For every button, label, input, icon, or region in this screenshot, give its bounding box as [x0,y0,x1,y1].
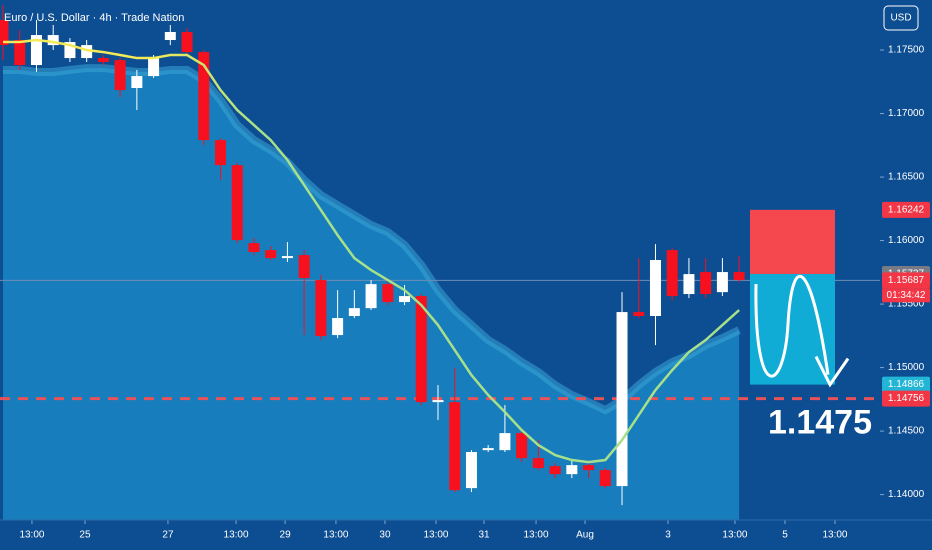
candle-body [114,60,126,91]
candle-body [181,32,193,53]
x-tick-label: 13:00 [822,530,847,541]
y-tick-label: 1.16500 [888,172,925,183]
price-tag [882,390,930,407]
candle-body [265,250,277,259]
candle-body [666,250,678,297]
candle-body [449,402,461,491]
price-tag-label: 1.16242 [888,204,925,215]
candle-body [432,400,444,403]
price-tag-label: 1.14756 [888,393,925,404]
arrow-head [814,355,850,388]
candle-body [131,76,143,89]
candle-body [148,58,160,77]
candle-body [499,433,511,451]
candle-body [0,20,9,46]
arrow-curve [754,275,830,378]
x-tick-label: 29 [280,530,292,541]
price-tag-label: 1.15687 [888,275,925,286]
candle-body [599,470,611,487]
candle-body [465,452,477,489]
candle-body [700,272,712,295]
x-tick-label: 31 [478,530,490,541]
level-label: 1.1475 [768,404,872,442]
ma-line [3,38,740,464]
candle-body [482,448,494,451]
currency-label: USD [890,13,911,24]
candle-body [348,308,360,317]
candle-body [532,458,544,469]
x-tick-label: 13:00 [722,530,747,541]
candle-body [64,42,76,59]
y-tick-label: 1.16000 [888,235,925,246]
x-tick-label: 5 [782,530,788,541]
y-tick-label: 1.14500 [888,426,925,437]
x-tick-label: 13:00 [423,530,448,541]
candle-body [14,40,26,66]
price-tag [882,376,930,393]
chart-title: Euro / U.S. Dollar · 4h · Trade Nation [4,12,184,24]
candle-body [516,433,528,459]
price-tag [882,272,930,289]
candle-body [81,45,93,59]
stop-zone [750,209,835,274]
candle-body [298,255,310,279]
candle-body [281,256,293,259]
candle-body [382,284,394,303]
band-edge [3,64,741,415]
x-tick-label: 27 [162,530,174,541]
x-tick-label: 13:00 [323,530,348,541]
candle-body [633,312,645,317]
x-tick-label: 13:00 [524,530,549,541]
candle-body [215,140,227,166]
y-tick-label: 1.14000 [888,489,925,500]
y-tick-label: 1.17500 [888,45,925,56]
candle-body [47,35,59,46]
y-tick-label: 1.15500 [888,299,925,310]
candle-body [716,272,728,293]
candle-body [399,296,411,303]
x-tick-label: 30 [379,530,391,541]
price-tag-label: 1.14866 [888,379,925,390]
candle-body [733,272,745,281]
y-tick-label: 1.17000 [888,108,925,119]
candle-body [549,466,561,475]
countdown: 01:34:42 [887,290,926,301]
candle-body [248,243,260,252]
candle-body [415,296,427,403]
candle-body [198,52,210,141]
countdown-tag [882,288,930,303]
candle-body [332,318,344,336]
x-tick-label: 3 [665,530,671,541]
currency-button [883,5,919,31]
candle-body [616,312,628,487]
candle-body [30,35,42,66]
candle-body [566,465,578,475]
price-tag [882,201,930,218]
candle-body [97,58,109,62]
candle-body [683,274,695,295]
x-tick-label: Aug [576,530,594,541]
candle-body [231,165,243,241]
candle-body [649,260,661,317]
candle-body [164,32,176,41]
candle-body [365,284,377,309]
x-tick-label: 13:00 [19,530,44,541]
y-tick-label: 1.15000 [888,362,925,373]
candle-body [315,280,327,337]
x-tick-label: 13:00 [224,530,249,541]
x-tick-label: 25 [79,530,91,541]
candle-body [583,465,595,471]
